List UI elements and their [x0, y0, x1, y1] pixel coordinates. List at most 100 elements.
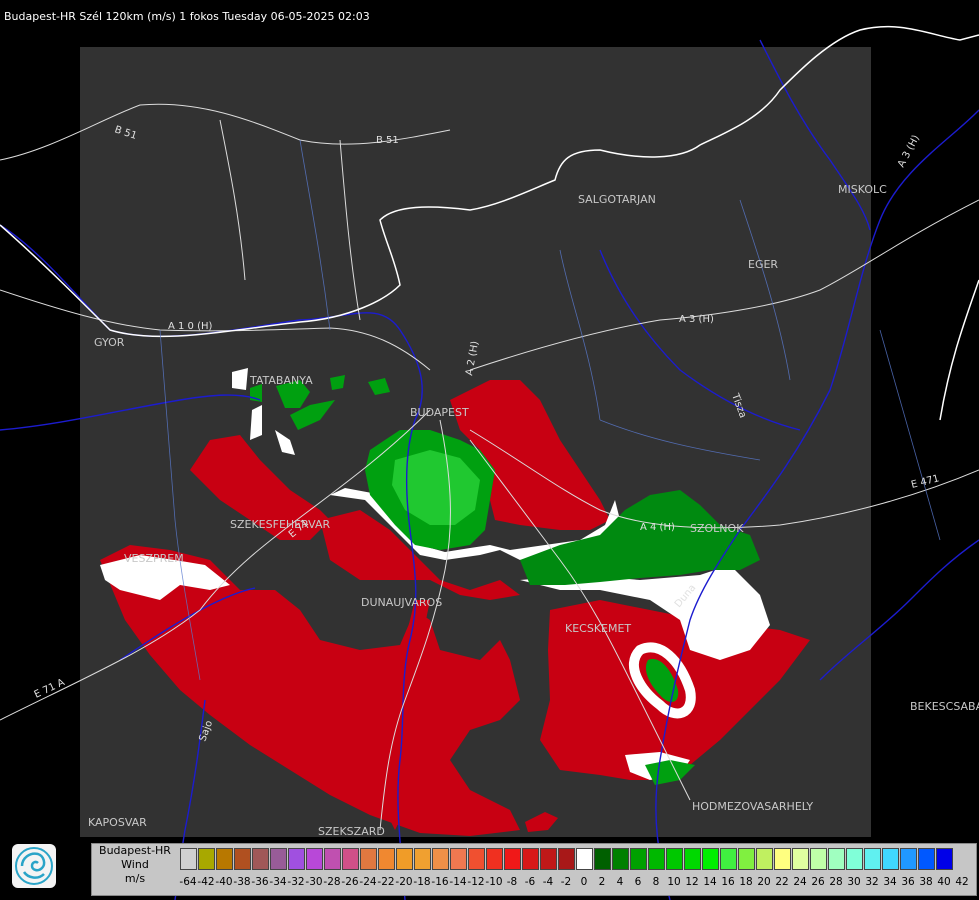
legend-tick-label: 18 — [739, 876, 753, 888]
legend-swatch — [594, 848, 611, 870]
road-m6 — [379, 419, 451, 831]
road-label-a3: A 3 (H) — [679, 314, 714, 325]
legend-tick-label: 2 — [598, 876, 606, 888]
legend-swatch — [684, 848, 701, 870]
legend-tick-label: 34 — [883, 876, 897, 888]
road-m4 — [469, 429, 979, 529]
legend-swatch — [288, 848, 305, 870]
legend-tick-label: 16 — [721, 876, 735, 888]
legend-swatch — [378, 848, 395, 870]
echo-red-center — [320, 510, 520, 600]
legend-tick-label: 10 — [667, 876, 681, 888]
legend-swatch — [486, 848, 503, 870]
swirl-icon — [15, 847, 53, 885]
legend-title-unit: m/s — [124, 872, 146, 885]
legend-swatch — [828, 848, 845, 870]
river-minor-1 — [0, 394, 261, 431]
legend-tick-label: 22 — [775, 876, 789, 888]
legend-tick-label: 30 — [847, 876, 861, 888]
legend-swatch — [756, 848, 773, 870]
legend-tick-label: -30 — [305, 876, 323, 888]
legend-swatch — [774, 848, 791, 870]
legend-swatches — [180, 848, 954, 870]
legend-swatch — [504, 848, 521, 870]
river-balaton — [119, 587, 256, 661]
road-m3 — [469, 199, 979, 371]
road-label-a10: A 1 0 (H) — [168, 321, 213, 332]
legend-swatch — [702, 848, 719, 870]
legend-tick-label: -22 — [377, 876, 395, 888]
legend-swatch — [792, 848, 809, 870]
legend-swatch — [252, 848, 269, 870]
city-labels: TATABANYA BUDAPEST SZEKESFEHERVAR VESZPR… — [88, 183, 979, 838]
city-label-szekesfehervar: SZEKESFEHERVAR — [230, 518, 331, 531]
legend-tick-label: 12 — [685, 876, 699, 888]
legend-tick-label: 38 — [919, 876, 933, 888]
border-north — [0, 25, 979, 338]
legend-swatch — [324, 848, 341, 870]
legend-tick-label: -6 — [524, 876, 536, 888]
legend-swatch — [846, 848, 863, 870]
legend-swatch — [396, 848, 413, 870]
legend-swatch — [810, 848, 827, 870]
legend-tick-label: -36 — [251, 876, 269, 888]
roads — [0, 103, 979, 831]
legend-tick-label: -18 — [413, 876, 431, 888]
legend-tick-label: 6 — [634, 876, 642, 888]
legend-swatch — [666, 848, 683, 870]
echo-white-west — [100, 555, 230, 600]
echo-white-ring — [629, 642, 696, 719]
road-misc-1 — [219, 119, 246, 281]
legend-tick-label: 14 — [703, 876, 717, 888]
legend-swatch — [468, 848, 485, 870]
legend-tick-label: -28 — [323, 876, 341, 888]
legend-tick-label: 8 — [652, 876, 660, 888]
echo-red-bottom — [525, 812, 558, 832]
legend-tick-label: -32 — [287, 876, 305, 888]
legend-title: Budapest-HR Wind m/s — [92, 844, 178, 886]
legend-tick-label: 20 — [757, 876, 771, 888]
legend-tick-label: 26 — [811, 876, 825, 888]
legend-tick-label: 24 — [793, 876, 807, 888]
echo-red-west — [190, 435, 330, 540]
legend-tick-label: -42 — [197, 876, 215, 888]
county-lines — [159, 139, 941, 681]
echo-green-ring — [645, 659, 679, 702]
legend-tick-label: -26 — [341, 876, 359, 888]
omsz-logo — [12, 844, 56, 888]
national-border — [0, 25, 979, 421]
legend-tick-label: -64 — [179, 876, 197, 888]
city-label-veszprem: VESZPREM — [124, 552, 184, 565]
legend-swatch — [648, 848, 665, 870]
city-label-salgotarjan: SALGOTARJAN — [578, 193, 656, 206]
legend-tick-label: -38 — [233, 876, 251, 888]
radar-echoes — [100, 368, 810, 836]
echo-red-budapest-east — [450, 380, 610, 530]
city-label-kaposvar: KAPOSVAR — [88, 816, 147, 829]
legend-tick-label: -16 — [431, 876, 449, 888]
echo-white-band-2 — [520, 565, 770, 660]
legend-tick-label: 40 — [937, 876, 951, 888]
road-label-b51-east: B 51 — [376, 135, 399, 146]
road-label-a4: A 4 (H) — [640, 522, 675, 533]
city-label-szekszard: SZEKSZARD — [318, 825, 385, 838]
legend-tick-label: -14 — [449, 876, 467, 888]
river-sajo — [759, 39, 871, 231]
legend-swatch — [918, 848, 935, 870]
legend-swatch — [432, 848, 449, 870]
legend-swatch — [612, 848, 629, 870]
legend-swatch — [360, 848, 377, 870]
legend-swatch — [450, 848, 467, 870]
legend-swatch — [558, 848, 575, 870]
river-minor-4 — [599, 249, 801, 431]
city-label-budapest: BUDAPEST — [410, 406, 469, 419]
legend-tick-label: 32 — [865, 876, 879, 888]
echo-green-core — [392, 450, 480, 525]
map-title: Budapest-HR Szél 120km (m/s) 1 fokos Tue… — [4, 10, 370, 23]
legend-tick-label: -10 — [485, 876, 503, 888]
legend-tick-label: -8 — [506, 876, 518, 888]
legend-tick-label: -34 — [269, 876, 287, 888]
legend-tick-label: -20 — [395, 876, 413, 888]
legend-swatch — [522, 848, 539, 870]
legend-swatch — [540, 848, 557, 870]
